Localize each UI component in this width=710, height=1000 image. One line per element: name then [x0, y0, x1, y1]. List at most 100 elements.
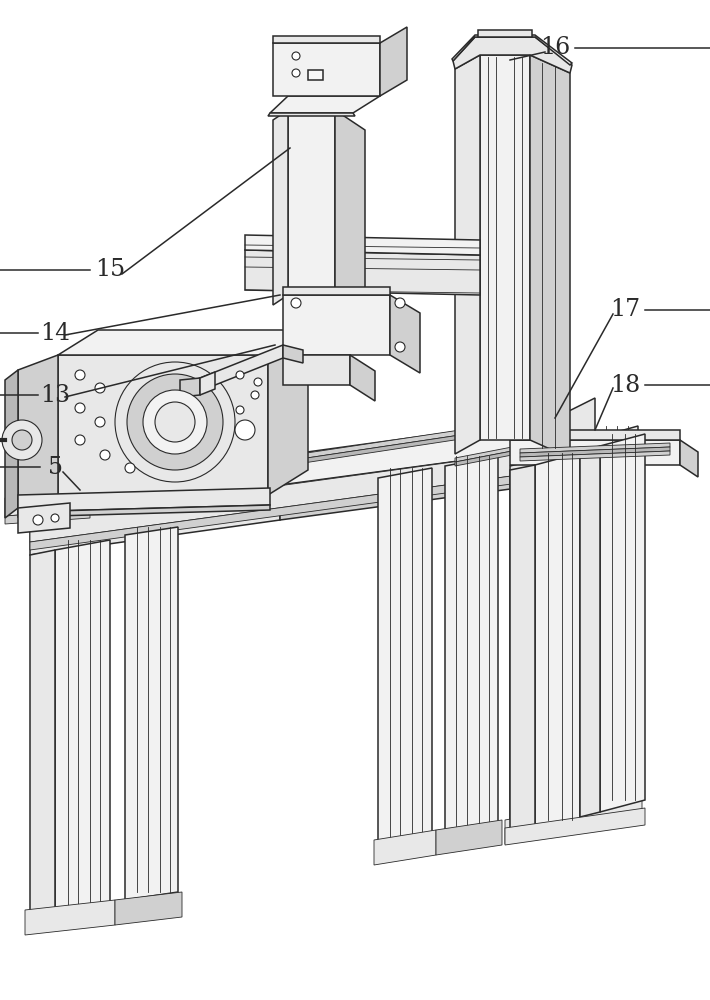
Polygon shape — [18, 505, 270, 517]
Circle shape — [33, 515, 43, 525]
Polygon shape — [18, 355, 58, 508]
Circle shape — [12, 430, 32, 450]
Polygon shape — [268, 330, 308, 495]
Polygon shape — [505, 796, 642, 844]
Polygon shape — [374, 830, 436, 865]
Circle shape — [236, 371, 244, 379]
Polygon shape — [480, 55, 530, 440]
Polygon shape — [280, 448, 555, 520]
Polygon shape — [680, 440, 698, 477]
Circle shape — [143, 390, 207, 454]
Polygon shape — [268, 113, 355, 116]
Polygon shape — [18, 488, 270, 512]
Polygon shape — [455, 55, 480, 454]
Text: 14: 14 — [40, 322, 70, 344]
Polygon shape — [25, 900, 115, 935]
Polygon shape — [283, 295, 390, 355]
Circle shape — [235, 420, 255, 440]
Polygon shape — [245, 235, 480, 255]
Circle shape — [2, 420, 42, 460]
Polygon shape — [520, 447, 670, 457]
Polygon shape — [283, 355, 350, 385]
Polygon shape — [80, 423, 540, 497]
Polygon shape — [55, 540, 110, 920]
Polygon shape — [273, 110, 288, 305]
Polygon shape — [200, 372, 215, 395]
Polygon shape — [5, 492, 90, 516]
Polygon shape — [5, 510, 90, 524]
Text: 16: 16 — [540, 36, 570, 60]
Polygon shape — [273, 36, 380, 43]
Polygon shape — [5, 370, 18, 518]
Polygon shape — [453, 37, 572, 73]
Polygon shape — [308, 70, 323, 80]
Polygon shape — [510, 440, 680, 465]
Polygon shape — [505, 808, 645, 845]
Polygon shape — [520, 443, 670, 453]
Polygon shape — [580, 446, 600, 817]
Circle shape — [236, 406, 244, 414]
Polygon shape — [180, 378, 200, 397]
Text: 18: 18 — [610, 373, 640, 396]
Circle shape — [395, 342, 405, 352]
Polygon shape — [520, 451, 670, 461]
Circle shape — [115, 362, 235, 482]
Circle shape — [395, 298, 405, 308]
Polygon shape — [455, 432, 590, 462]
Circle shape — [155, 402, 195, 442]
Polygon shape — [80, 418, 540, 492]
Polygon shape — [510, 465, 535, 837]
Text: 5: 5 — [48, 456, 62, 479]
Text: 17: 17 — [610, 298, 640, 322]
Circle shape — [75, 403, 85, 413]
Circle shape — [51, 514, 59, 522]
Polygon shape — [390, 295, 420, 373]
Polygon shape — [595, 426, 638, 808]
Polygon shape — [510, 460, 535, 836]
Circle shape — [125, 463, 135, 473]
Text: 15: 15 — [95, 258, 125, 282]
Polygon shape — [378, 468, 432, 848]
Polygon shape — [30, 418, 555, 520]
Polygon shape — [555, 398, 595, 448]
Circle shape — [127, 374, 223, 470]
Circle shape — [100, 450, 110, 460]
Polygon shape — [30, 550, 55, 925]
Polygon shape — [288, 110, 335, 295]
Polygon shape — [510, 430, 680, 440]
Polygon shape — [530, 55, 570, 458]
Polygon shape — [195, 345, 283, 393]
Text: 13: 13 — [40, 383, 70, 406]
Polygon shape — [273, 43, 380, 96]
Circle shape — [75, 370, 85, 380]
Polygon shape — [245, 250, 480, 295]
Polygon shape — [535, 448, 578, 830]
Polygon shape — [18, 503, 70, 533]
Polygon shape — [125, 527, 178, 900]
Polygon shape — [30, 485, 280, 555]
Polygon shape — [283, 345, 303, 363]
Polygon shape — [600, 434, 645, 812]
Circle shape — [95, 417, 105, 427]
Polygon shape — [436, 820, 502, 855]
Polygon shape — [283, 287, 390, 295]
Circle shape — [251, 391, 259, 399]
Circle shape — [292, 52, 300, 60]
Polygon shape — [350, 355, 375, 401]
Polygon shape — [58, 330, 308, 355]
Polygon shape — [478, 30, 532, 37]
Polygon shape — [578, 438, 595, 814]
Polygon shape — [30, 470, 555, 550]
Polygon shape — [455, 436, 590, 466]
Polygon shape — [535, 453, 580, 832]
Circle shape — [75, 435, 85, 445]
Circle shape — [292, 69, 300, 77]
Polygon shape — [30, 448, 555, 542]
Polygon shape — [380, 27, 407, 96]
Polygon shape — [58, 355, 268, 495]
Polygon shape — [445, 456, 498, 836]
Circle shape — [95, 383, 105, 393]
Polygon shape — [270, 96, 380, 113]
Polygon shape — [452, 35, 572, 65]
Circle shape — [291, 298, 301, 308]
